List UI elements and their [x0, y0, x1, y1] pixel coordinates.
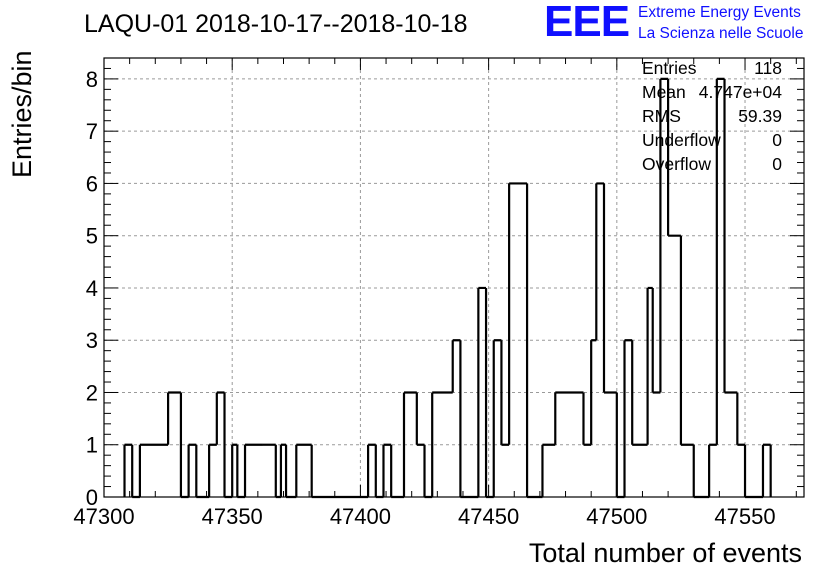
x-tick-label: 47300	[73, 504, 134, 529]
stat-overflow-label: Overflow	[642, 154, 712, 174]
x-tick-label: 47400	[330, 504, 391, 529]
histogram-bin	[123, 443, 133, 497]
stat-rms-value: 59.39	[738, 106, 782, 126]
histogram-bin	[451, 339, 461, 393]
histogram-bin	[208, 443, 217, 497]
histogram-bin	[541, 443, 556, 497]
stat-mean-label: Mean	[642, 82, 686, 102]
stat-mean-value: 4.747e+04	[698, 82, 782, 102]
histogram-bin	[477, 286, 487, 497]
histogram-bin	[179, 392, 189, 499]
histogram-bin	[761, 443, 772, 497]
histogram-bin	[659, 77, 669, 393]
histogram-bin	[295, 443, 312, 497]
histogram-bin	[310, 444, 369, 499]
histogram-bin	[623, 339, 633, 497]
x-tick-label: 47550	[714, 504, 775, 529]
histogram-bin	[582, 392, 592, 446]
histogram-bin	[223, 392, 233, 499]
histogram-bin	[195, 444, 210, 499]
histogram-bin	[284, 444, 297, 499]
histogram-bin	[715, 77, 725, 445]
histogram-bin	[187, 443, 197, 497]
y-tick-label: 6	[86, 171, 98, 196]
histogram-bin	[402, 391, 417, 497]
x-tick-label: 47450	[458, 504, 519, 529]
stat-entries-label: Entries	[642, 58, 697, 78]
grid-lines	[104, 58, 804, 497]
logo-line-1: Extreme Energy Events	[638, 4, 801, 21]
stat-overflow-value: 0	[772, 154, 782, 174]
histogram-bin	[590, 339, 597, 445]
eee-logo-mark: EEE	[544, 0, 630, 46]
y-tick-label: 0	[86, 485, 98, 510]
histogram-bin	[500, 340, 510, 446]
histogram-bin	[374, 444, 384, 499]
histogram-bin	[508, 182, 528, 445]
x-tick-label: 47500	[586, 504, 647, 529]
stat-row-overflow: Overflow 0	[640, 154, 782, 178]
histogram-bin	[525, 183, 543, 499]
histogram-bin	[602, 183, 617, 394]
chart-title: LAQU-01 2018-10-17--2018-10-18	[84, 10, 468, 38]
y-axis-label: Entries/bin	[7, 50, 37, 178]
histogram-bin	[415, 392, 425, 446]
histogram-bin	[743, 444, 763, 499]
histogram-bars	[123, 77, 772, 499]
histogram-bin	[236, 444, 246, 499]
stat-underflow-value: 0	[772, 130, 782, 150]
x-axis-label: Total number of events	[529, 538, 802, 568]
histogram-bin	[390, 444, 404, 499]
y-tick-label: 7	[86, 119, 98, 144]
histogram-bin	[736, 392, 746, 446]
histogram-bin	[431, 391, 453, 497]
histogram-bin	[423, 444, 433, 499]
stat-row-mean: Mean 4.747e+04	[640, 82, 782, 106]
histogram-bin	[138, 443, 169, 497]
y-tick-label: 4	[86, 276, 98, 301]
histogram-bin	[631, 340, 648, 446]
histogram-bin	[615, 392, 625, 499]
stat-entries-value: 118	[754, 58, 782, 78]
y-tick-label: 1	[86, 433, 98, 458]
stat-row-entries: Entries 118	[640, 58, 782, 82]
histogram-bin	[646, 286, 653, 445]
histogram-bin	[382, 443, 392, 497]
histogram-bin	[367, 443, 376, 497]
histogram-bin	[279, 443, 287, 497]
y-tick-label: 2	[86, 380, 98, 405]
axes	[103, 57, 805, 498]
histogram-bin	[459, 340, 479, 499]
stat-row-underflow: Underflow 0	[640, 130, 782, 154]
histogram-bin	[651, 287, 661, 394]
histogram-bin	[492, 339, 502, 497]
tick-labels: 47300 47350 47400 47450 47500 47550 0 1 2 3 4 5 6 7 8	[73, 67, 775, 529]
histogram-bin	[131, 444, 140, 499]
stats-box: Entries 118 Mean 4.747e+04 RMS 59.39 Und…	[640, 58, 782, 178]
histogram-bin	[554, 391, 584, 445]
y-tick-label: 5	[86, 224, 98, 249]
histogram-bin	[215, 391, 225, 445]
histogram-bin	[231, 443, 238, 497]
y-tick-label: 3	[86, 328, 98, 353]
x-tick-label: 47350	[202, 504, 263, 529]
eee-logo: EEE Extreme Energy Events La Scienza nel…	[544, 0, 834, 46]
histogram-bin	[484, 287, 494, 499]
histogram-bin	[723, 78, 738, 394]
stat-rms-label: RMS	[642, 106, 681, 126]
histogram-bin	[595, 182, 604, 341]
histogram-bin	[667, 78, 681, 237]
y-tick-label: 8	[86, 67, 98, 92]
stat-underflow-label: Underflow	[642, 130, 721, 150]
stat-row-rms: RMS 59.39	[640, 106, 782, 130]
histogram-bin	[167, 391, 181, 445]
histogram-bin	[708, 443, 717, 497]
histogram-bin	[243, 443, 263, 497]
histogram-bin	[692, 444, 710, 499]
logo-line-2: La Scienza nelle Scuole	[638, 25, 804, 42]
histogram-bin	[679, 235, 694, 446]
